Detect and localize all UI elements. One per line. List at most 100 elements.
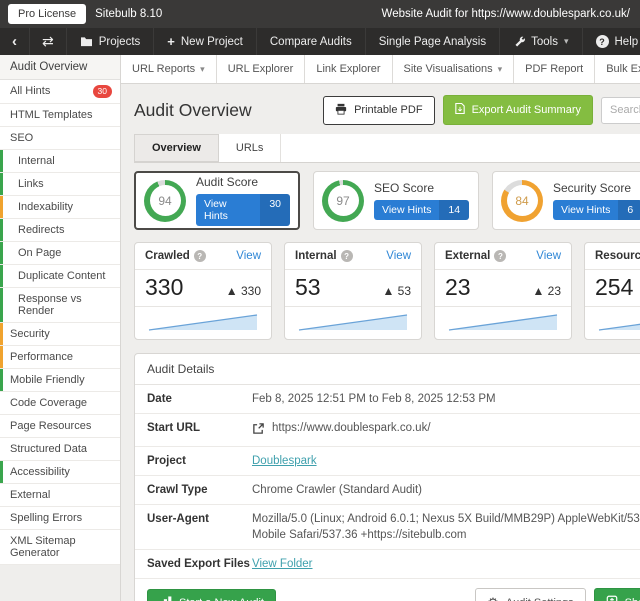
license-badge[interactable]: Pro License bbox=[8, 4, 87, 24]
tab-urls[interactable]: URLs bbox=[218, 134, 282, 162]
view-hints-button[interactable]: View Hints 6 bbox=[553, 200, 640, 220]
switch-audit-button[interactable]: ⇄ bbox=[30, 28, 67, 55]
nav-compare-audits[interactable]: Compare Audits bbox=[257, 28, 366, 55]
view-hints-button[interactable]: View Hints 14 bbox=[374, 200, 470, 220]
sidebar-item-html-templates[interactable]: HTML Templates bbox=[0, 103, 120, 127]
sidebar-item-on-page[interactable]: On Page bbox=[0, 241, 120, 265]
toolbar-site-visualisations[interactable]: Site Visualisations ▾ bbox=[392, 55, 515, 83]
toolbar-label: Link Explorer bbox=[316, 63, 381, 75]
sidebar-item-duplicate-content[interactable]: Duplicate Content bbox=[0, 264, 120, 288]
sidebar-item-label: Duplicate Content bbox=[18, 269, 106, 282]
metric-view-link[interactable]: View bbox=[536, 250, 561, 262]
share-button[interactable]: Share bbox=[593, 588, 640, 601]
score-ring: 84 bbox=[501, 179, 543, 222]
score-card-audit-score[interactable]: 94 Audit Score View Hints 30 bbox=[134, 171, 300, 230]
sidebar-header[interactable]: Audit Overview bbox=[0, 55, 120, 80]
sidebar-item-code-coverage[interactable]: Code Coverage bbox=[0, 391, 120, 415]
audit-settings-button[interactable]: ⚙ Audit Settings bbox=[475, 588, 586, 601]
toolbar-link-explorer[interactable]: Link Explorer bbox=[305, 55, 393, 83]
toolbar-url-reports[interactable]: URL Reports ▾ bbox=[121, 55, 217, 83]
nav-compare-audits-label: Compare Audits bbox=[269, 35, 352, 48]
metric-sparkline bbox=[135, 307, 271, 339]
detail-row-date: Date Feb 8, 2025 12:51 PM to Feb 8, 2025 … bbox=[135, 385, 640, 414]
question-mark-icon[interactable]: ? bbox=[193, 250, 206, 262]
metric-delta: ▲ 23 bbox=[532, 284, 561, 298]
sidebar-item-all-hints[interactable]: All Hints 30 bbox=[0, 80, 120, 104]
printable-pdf-label: Printable PDF bbox=[354, 104, 423, 116]
start-new-audit-button[interactable]: Start a New Audit bbox=[147, 588, 276, 601]
nav-tools[interactable]: Tools ▾ bbox=[500, 28, 583, 55]
nav-projects[interactable]: Projects bbox=[67, 28, 155, 55]
export-file-icon bbox=[454, 102, 465, 118]
sidebar-item-redirects[interactable]: Redirects bbox=[0, 218, 120, 242]
sidebar-item-links[interactable]: Links bbox=[0, 172, 120, 196]
printable-pdf-button[interactable]: Printable PDF bbox=[323, 95, 435, 125]
question-mark-icon[interactable]: ? bbox=[340, 250, 353, 262]
metric-label: External bbox=[445, 250, 491, 262]
score-info: SEO Score View Hints 14 bbox=[374, 181, 470, 220]
detail-link[interactable]: View Folder bbox=[252, 558, 313, 570]
sidebar-item-response-vs-render[interactable]: Response vs Render bbox=[0, 287, 120, 323]
search-input[interactable] bbox=[601, 96, 640, 124]
sidebar-item-mobile-friendly[interactable]: Mobile Friendly bbox=[0, 368, 120, 392]
tab-overview[interactable]: Overview bbox=[134, 134, 219, 162]
plus-icon: + bbox=[167, 34, 175, 49]
score-ring: 97 bbox=[322, 179, 364, 222]
share-label: Share bbox=[625, 597, 640, 601]
user-agent-line2: Mobile Safari/537.36 +https://sitebulb.c… bbox=[252, 529, 467, 541]
sidebar-item-xml-sitemap-generator[interactable]: XML Sitemap Generator bbox=[0, 529, 120, 565]
sidebar-item-page-resources[interactable]: Page Resources bbox=[0, 414, 120, 438]
trend-sparkline bbox=[298, 314, 408, 331]
sidebar-item-performance[interactable]: Performance bbox=[0, 345, 120, 369]
bar-chart-icon bbox=[159, 595, 172, 601]
score-card-security-score[interactable]: 84 Security Score View Hints 6 bbox=[492, 171, 640, 230]
score-cards: 94 Audit Score View Hints 30 97 SEO Score View… bbox=[134, 171, 640, 230]
detail-value: Doublespark bbox=[252, 455, 317, 467]
view-hints-label: View Hints bbox=[561, 204, 611, 216]
share-icon bbox=[606, 595, 618, 601]
metric-card-external: External? View 23 ▲ 23 bbox=[434, 242, 572, 340]
sidebar-item-structured-data[interactable]: Structured Data bbox=[0, 437, 120, 461]
sidebar-item-seo[interactable]: SEO bbox=[0, 126, 120, 150]
back-button[interactable]: ‹ bbox=[0, 28, 30, 55]
sidebar-item-label: Code Coverage bbox=[10, 396, 88, 409]
toolbar-bulk-exports[interactable]: Bulk Exports bbox=[595, 55, 640, 83]
toolbar-label: URL Explorer bbox=[227, 63, 294, 75]
nav-new-project[interactable]: + New Project bbox=[154, 28, 257, 55]
nav-single-page-label: Single Page Analysis bbox=[378, 35, 487, 48]
main-nav: ‹ ⇄ Projects + New Project Compare Audit… bbox=[0, 28, 640, 55]
question-mark-icon[interactable]: ? bbox=[494, 250, 507, 262]
detail-link[interactable]: Doublespark bbox=[252, 455, 317, 467]
sidebar-item-label: Spelling Errors bbox=[10, 511, 83, 524]
tab-bar: Overview URLs bbox=[134, 134, 640, 163]
metric-view-link[interactable]: View bbox=[236, 250, 261, 262]
chevron-down-icon: ▾ bbox=[497, 63, 503, 74]
sidebar-item-spelling-errors[interactable]: Spelling Errors bbox=[0, 506, 120, 530]
metric-value: 330 bbox=[145, 274, 184, 300]
audit-details-footer: Start a New Audit ⚙ Audit Settings Share bbox=[135, 579, 640, 601]
nav-single-page-analysis[interactable]: Single Page Analysis bbox=[366, 28, 501, 55]
sidebar-item-external[interactable]: External bbox=[0, 483, 120, 507]
metric-delta: ▲ 53 bbox=[382, 284, 411, 298]
toolbar-label: Site Visualisations bbox=[403, 63, 493, 75]
external-link-icon[interactable] bbox=[252, 422, 265, 438]
metric-view-link[interactable]: View bbox=[386, 250, 411, 262]
export-audit-summary-button[interactable]: Export Audit Summary bbox=[442, 95, 593, 125]
sidebar-item-label: XML Sitemap Generator bbox=[10, 534, 76, 559]
toolbar-pdf-report[interactable]: PDF Report bbox=[514, 55, 596, 83]
start-new-audit-label: Start a New Audit bbox=[179, 597, 264, 601]
app-version: Sitebulb 8.10 bbox=[95, 8, 163, 20]
toolbar-url-explorer[interactable]: URL Explorer bbox=[216, 55, 306, 83]
sidebar-item-security[interactable]: Security bbox=[0, 322, 120, 346]
nav-help-support[interactable]: ? Help & Support bbox=[583, 28, 640, 55]
metric-header: Resources?View bbox=[585, 243, 640, 270]
sidebar-item-internal[interactable]: Internal bbox=[0, 149, 120, 173]
detail-row-project: Project Doublespark bbox=[135, 447, 640, 476]
score-card-seo-score[interactable]: 97 SEO Score View Hints 14 bbox=[313, 171, 479, 230]
trend-sparkline bbox=[148, 314, 258, 331]
sidebar-item-indexability[interactable]: Indexability bbox=[0, 195, 120, 219]
chevron-left-icon: ‹ bbox=[12, 33, 17, 50]
metric-sparkline bbox=[285, 307, 421, 339]
view-hints-button[interactable]: View Hints 30 bbox=[196, 194, 290, 226]
sidebar-item-accessibility[interactable]: Accessibility bbox=[0, 460, 120, 484]
